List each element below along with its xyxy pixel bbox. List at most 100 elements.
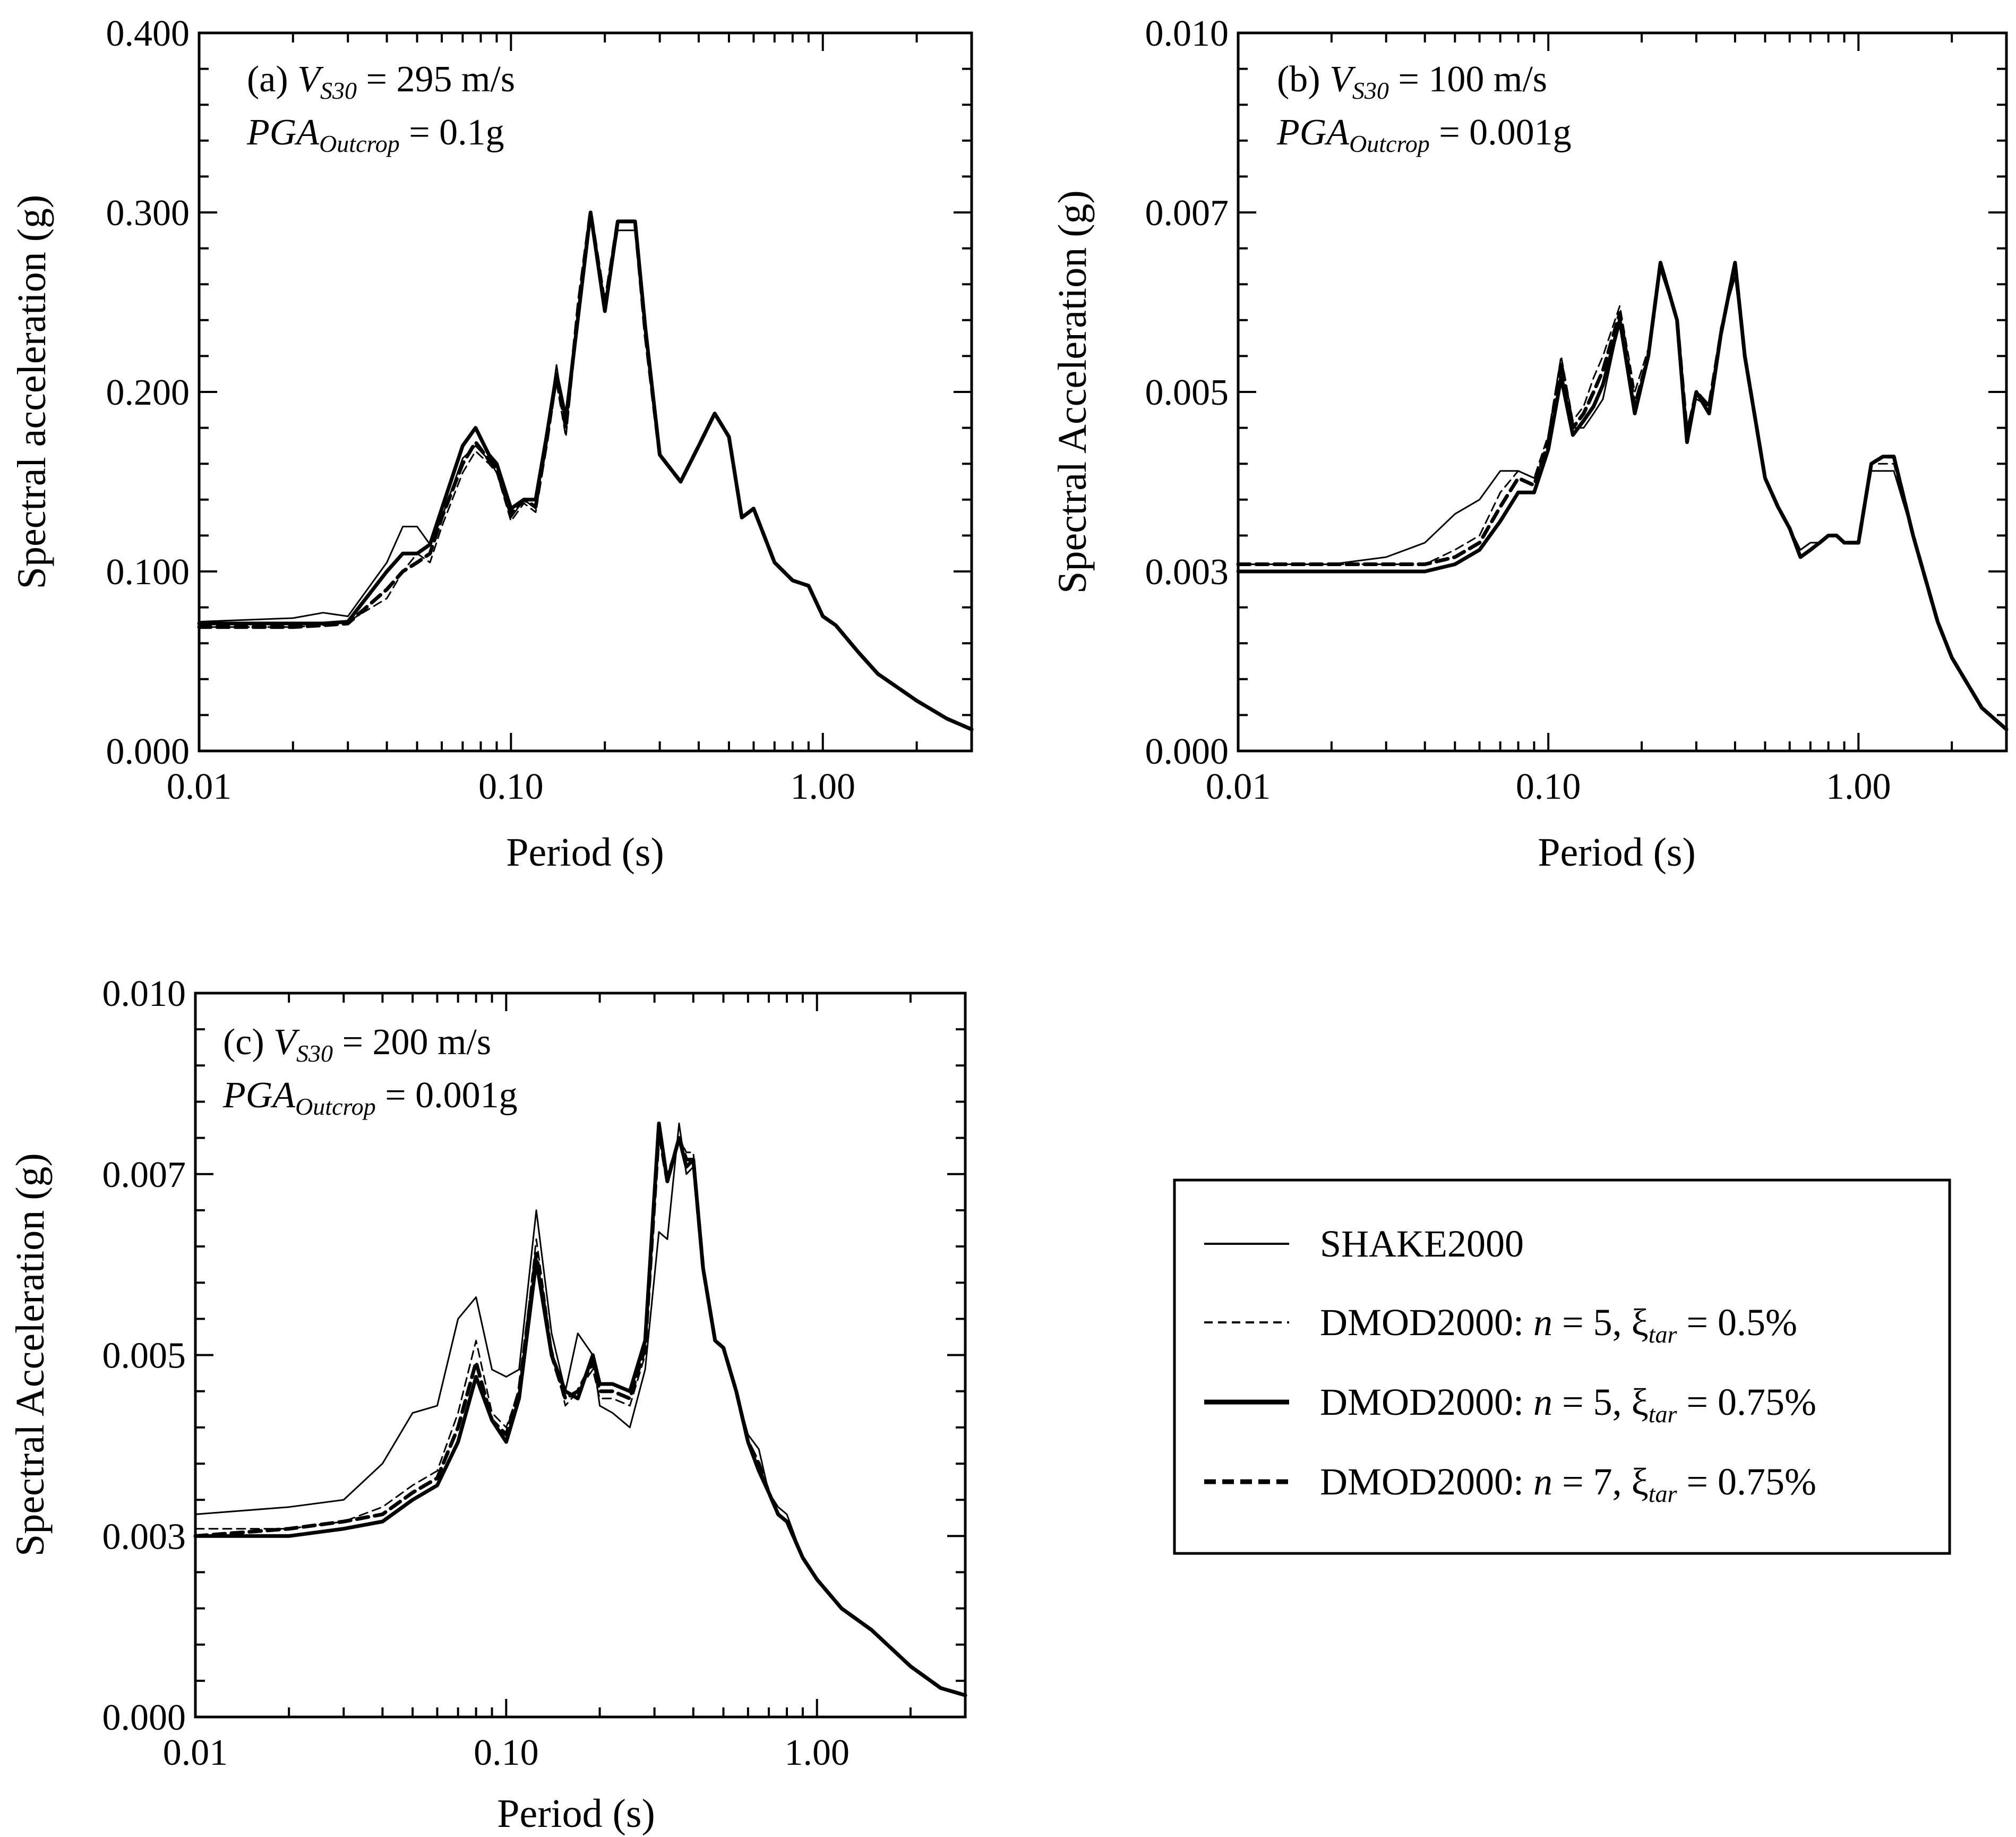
legend-xi-subscript: tar — [1649, 1321, 1678, 1348]
legend-n: n — [1533, 1301, 1552, 1344]
legend-entry-dmod-n5-xi075: DMOD2000: n = 5, ξtar = 0.75% — [1204, 1381, 1816, 1428]
x-tick-label: 0.10 — [1516, 766, 1581, 807]
y-tick-label: 0.003 — [102, 1516, 186, 1557]
annotation-pga: PGAOutcrop = 0.001g — [222, 1075, 518, 1120]
annotation-v-symbol: V — [297, 59, 324, 100]
annotation-v-symbol: V — [273, 1022, 300, 1063]
x-tick-label: 0.10 — [474, 1732, 539, 1773]
legend-xi-subscript: tar — [1649, 1480, 1678, 1507]
annotation-v-value: = 200 m/s — [333, 1022, 491, 1063]
legend-n-value: = 5, — [1552, 1381, 1632, 1423]
x-tick-label: 0.01 — [167, 766, 232, 807]
y-tick-label: 0.007 — [102, 1155, 186, 1195]
y-tick-label: 0.005 — [1145, 372, 1229, 413]
series-line-shake2000 — [194, 1122, 966, 1696]
y-tick-labels: 0.000 0.100 0.200 0.300 0.400 — [106, 13, 190, 772]
annotation-pga: PGAOutcrop = 0.001g — [1276, 112, 1572, 157]
legend-n: n — [1533, 1460, 1552, 1503]
annotation-v-subscript: S30 — [296, 1040, 333, 1067]
y-tick-label: 0.003 — [1145, 552, 1229, 593]
y-tick-labels: 0.000 0.003 0.005 0.007 0.010 — [102, 973, 186, 1738]
x-tick-label: 1.00 — [1826, 766, 1891, 807]
y-tick-label: 0.010 — [102, 973, 186, 1014]
legend-prefix: DMOD2000: — [1320, 1301, 1533, 1344]
annotation-pga-subscript: Outcrop — [319, 130, 400, 157]
annotation-v-value: = 295 m/s — [357, 59, 515, 100]
series-lines — [193, 1121, 967, 1697]
x-axis-title: Period (s) — [506, 830, 664, 875]
legend-entry-shake: SHAKE2000 — [1204, 1223, 1524, 1265]
y-tick-labels: 0.000 0.003 0.005 0.007 0.010 — [1145, 13, 1229, 772]
x-tick-label: 1.00 — [791, 766, 856, 807]
legend-box — [1173, 1178, 1951, 1555]
legend: SHAKE2000 DMOD2000: n = 5, ξtar = 0.5% D… — [1173, 1178, 1951, 1555]
x-tick-label: 1.00 — [784, 1732, 850, 1773]
legend-label: SHAKE2000 — [1320, 1223, 1524, 1265]
y-tick-label: 0.010 — [1145, 13, 1229, 54]
annotation-pga: PGAOutcrop = 0.1g — [246, 112, 504, 157]
annotation-pga-value: = 0.1g — [400, 112, 504, 153]
y-axis-title: Spectral Acceleration (g) — [1050, 190, 1095, 594]
legend-entry-dmod-n5-xi05: DMOD2000: n = 5, ξtar = 0.5% — [1204, 1301, 1797, 1348]
y-tick-label: 0.000 — [1145, 731, 1229, 772]
x-tick-labels: 0.01 0.10 1.00 — [1206, 766, 1891, 807]
legend-n-value: = 5, — [1552, 1301, 1632, 1344]
legend-xi: ξ — [1632, 1460, 1649, 1503]
annotation-pga-symbol: PGA — [246, 112, 319, 153]
annotation-pga-subscript: Outcrop — [295, 1093, 376, 1120]
legend-n-value: = 7, — [1552, 1460, 1632, 1503]
axis-ticks — [198, 32, 973, 752]
legend-xi-value: = 0.75% — [1677, 1381, 1816, 1423]
y-tick-label: 0.000 — [106, 731, 190, 772]
x-tick-labels: 0.01 0.10 1.00 — [163, 1732, 850, 1773]
annotation-velocity: (b) VS30 = 100 m/s — [1277, 59, 1547, 104]
y-axis-title: Spectral Acceleration (g) — [8, 1153, 53, 1557]
x-axis-title: Period (s) — [497, 1791, 655, 1836]
axis-ticks — [1237, 32, 2008, 752]
annotation-v-subscript: S30 — [1352, 77, 1389, 104]
annotation-velocity: (a) VS30 = 295 m/s — [247, 59, 515, 104]
legend-text: SHAKE2000 — [1320, 1223, 1524, 1265]
y-tick-label: 0.000 — [102, 1697, 186, 1738]
legend-xi-value: = 0.5% — [1677, 1301, 1797, 1344]
annotation-pga-symbol: PGA — [1276, 112, 1349, 153]
chart-panel-a: 0.000 0.100 0.200 0.300 0.400 0.01 0.10 1.00 P… — [10, 13, 974, 875]
series-line-dmod2000-n7-xi0.75 — [197, 210, 974, 731]
legend-xi: ξ — [1632, 1381, 1649, 1423]
y-tick-label: 0.100 — [106, 552, 190, 593]
legend-xi: ξ — [1632, 1301, 1649, 1344]
legend-label: DMOD2000: n = 5, ξtar = 0.75% — [1320, 1381, 1816, 1428]
annotation-pga-value: = 0.001g — [376, 1075, 518, 1116]
chart-panel-c: 0.000 0.003 0.005 0.007 0.010 0.01 0.10 1.00 P… — [8, 973, 967, 1836]
series-line-dmod2000-n7-xi0.75 — [1236, 261, 2009, 731]
series-lines — [1236, 261, 2009, 731]
annotation-label: (a) — [247, 59, 297, 100]
x-tick-label: 0.01 — [163, 1732, 228, 1773]
legend-n: n — [1533, 1381, 1552, 1423]
y-tick-label: 0.005 — [102, 1336, 186, 1377]
x-tick-label: 0.01 — [1206, 766, 1271, 807]
annotation-label: (c) — [223, 1022, 273, 1063]
series-line-dmod2000-n7-xi0.75 — [193, 1129, 967, 1697]
x-axis-title: Period (s) — [1538, 830, 1696, 875]
y-axis-title: Spectral acceleration (g) — [10, 195, 54, 589]
annotation-v-subscript: S30 — [320, 77, 357, 104]
legend-entry-dmod-n7-xi075: DMOD2000: n = 7, ξtar = 0.75% — [1204, 1460, 1816, 1507]
legend-label: DMOD2000: n = 5, ξtar = 0.5% — [1320, 1301, 1797, 1348]
annotation-velocity: (c) VS30 = 200 m/s — [223, 1022, 491, 1067]
y-tick-label: 0.007 — [1145, 193, 1229, 234]
legend-prefix: DMOD2000: — [1320, 1381, 1533, 1423]
x-tick-label: 0.10 — [478, 766, 544, 807]
legend-label: DMOD2000: n = 7, ξtar = 0.75% — [1320, 1460, 1816, 1507]
axis-ticks — [194, 992, 966, 1718]
annotation-pga-symbol: PGA — [222, 1075, 295, 1116]
legend-xi-subscript: tar — [1649, 1400, 1678, 1428]
annotation-pga-value: = 0.001g — [1430, 112, 1572, 153]
y-tick-label: 0.200 — [106, 372, 190, 413]
annotation-v-value: = 100 m/s — [1389, 59, 1547, 100]
x-tick-labels: 0.01 0.10 1.00 — [167, 766, 855, 807]
y-tick-label: 0.300 — [106, 193, 190, 234]
annotation-v-symbol: V — [1329, 59, 1356, 100]
